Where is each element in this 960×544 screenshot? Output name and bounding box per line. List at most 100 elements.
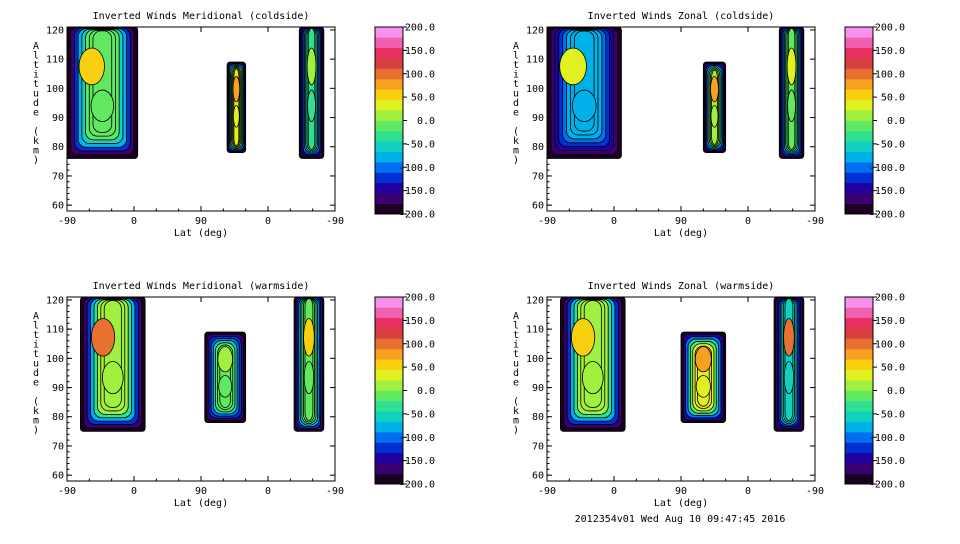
colorbar-tick-label: -100.0 <box>399 163 435 174</box>
y-tick-label: 110 <box>46 325 64 336</box>
y-axis-label-char: m <box>33 416 39 427</box>
y-tick-label: 60 <box>532 471 544 482</box>
y-axis-label-char: u <box>33 359 39 370</box>
y-axis-label-char: t <box>33 79 39 90</box>
y-tick-label: 110 <box>526 325 544 336</box>
colorbar-tick-label: 200.0 <box>405 293 435 304</box>
y-axis-label-char: i <box>513 70 519 81</box>
y-axis-label-char: ( <box>513 397 519 408</box>
colorbar-segment <box>845 37 873 49</box>
colorbar-segment <box>375 317 403 329</box>
contour-peak <box>217 346 233 373</box>
colorbar-tick-label: -50.0 <box>875 139 905 150</box>
x-tick-label: 0 <box>131 486 137 497</box>
chart-title: Inverted Winds Meridional (warmside) <box>93 281 310 292</box>
colorbar-segment <box>845 110 873 121</box>
colorbar-segment <box>375 182 403 194</box>
y-tick-label: 80 <box>52 142 64 153</box>
colorbar-tick-label: 50.0 <box>881 363 905 374</box>
y-axis-label-char: t <box>513 349 519 360</box>
y-axis-label-char: ) <box>513 155 519 166</box>
x-tick-label: -90 <box>806 216 824 227</box>
colorbar-segment <box>375 172 403 184</box>
y-tick-label: 110 <box>46 55 64 66</box>
colorbar-segment <box>845 307 873 319</box>
y-tick-label: 80 <box>532 142 544 153</box>
contour-peak <box>571 318 596 357</box>
colorbar-segment <box>375 151 403 163</box>
colorbar-segment <box>845 182 873 194</box>
colorbar-tick-label: -150.0 <box>399 456 435 467</box>
colorbar-segment <box>375 400 403 412</box>
colorbar-tick-label: 150.0 <box>405 46 435 57</box>
colorbar-tick-label: -200.0 <box>399 480 435 491</box>
chart-title: Inverted Winds Zonal (coldside) <box>588 11 775 22</box>
y-axis-label-char: m <box>33 146 39 157</box>
y-axis-label-char: m <box>513 416 519 427</box>
y-axis-label-char: k <box>33 136 39 147</box>
contour-peak <box>694 346 712 373</box>
y-tick-label: 70 <box>52 171 64 182</box>
contour-core <box>695 375 711 398</box>
y-tick-label: 120 <box>46 295 64 306</box>
y-tick-label: 60 <box>52 471 64 482</box>
y-axis-label-char: l <box>33 51 39 62</box>
y-axis-label-char: m <box>513 146 519 157</box>
colorbar-segment <box>845 297 873 308</box>
colorbar-tick-label: 100.0 <box>875 69 905 80</box>
colorbar-segment <box>845 193 873 204</box>
y-axis-label-char: l <box>513 51 519 62</box>
colorbar-segment <box>845 452 873 464</box>
colorbar-tick-label: -150.0 <box>869 456 905 467</box>
y-axis-label-char: A <box>513 311 519 322</box>
y-tick-label: 120 <box>46 25 64 36</box>
y-tick-label: 120 <box>526 25 544 36</box>
colorbar-segment <box>375 307 403 319</box>
contour-peak <box>303 318 315 357</box>
data-regions <box>547 27 805 159</box>
y-tick-label: 70 <box>52 441 64 452</box>
colorbar-segment <box>845 369 873 381</box>
colorbar-tick-label: -200.0 <box>399 210 435 221</box>
colorbar-segment <box>375 338 403 350</box>
y-tick-label: 90 <box>532 113 544 124</box>
y-tick-label: 100 <box>46 84 64 95</box>
data-regions <box>560 297 805 432</box>
y-axis-label-char: ( <box>33 397 39 408</box>
contour-peak <box>786 47 797 86</box>
colorbar-segment <box>845 162 873 173</box>
x-tick-label: 90 <box>195 486 207 497</box>
y-tick-label: 100 <box>46 354 64 365</box>
colorbar-segment <box>375 162 403 173</box>
x-tick-label: 0 <box>131 216 137 227</box>
colorbar-segment <box>845 172 873 184</box>
colorbar-tick-label: 150.0 <box>405 316 435 327</box>
y-axis-label-char: d <box>513 98 519 109</box>
colorbar-segment <box>375 78 403 90</box>
contour-core <box>303 361 315 395</box>
x-axis-label: Lat (deg) <box>174 498 228 509</box>
contour-band <box>307 27 316 150</box>
y-axis-label-char: t <box>513 330 519 341</box>
y-axis-label-char: e <box>513 108 519 119</box>
colorbar-segment <box>845 27 873 38</box>
colorbar-segment <box>845 130 873 142</box>
colorbar-tick-label: -50.0 <box>405 139 435 150</box>
y-axis-label-char: d <box>513 368 519 379</box>
y-tick-label: 90 <box>532 383 544 394</box>
y-axis-label-char: A <box>33 311 39 322</box>
contour-peak <box>710 76 719 103</box>
y-tick-label: 100 <box>526 84 544 95</box>
y-axis-label-char: t <box>33 60 39 71</box>
y-axis-label-char: A <box>33 41 39 52</box>
chart-title: Inverted Winds Meridional (coldside) <box>93 11 310 22</box>
colorbar-segment <box>375 442 403 454</box>
colorbar-segment <box>375 297 403 308</box>
contour-core <box>218 375 233 398</box>
colorbar-tick-label: 150.0 <box>875 46 905 57</box>
chart-title: Inverted Winds Zonal (warmside) <box>588 281 775 292</box>
colorbar-segment <box>375 421 403 433</box>
colorbar-tick-label: -50.0 <box>405 409 435 420</box>
